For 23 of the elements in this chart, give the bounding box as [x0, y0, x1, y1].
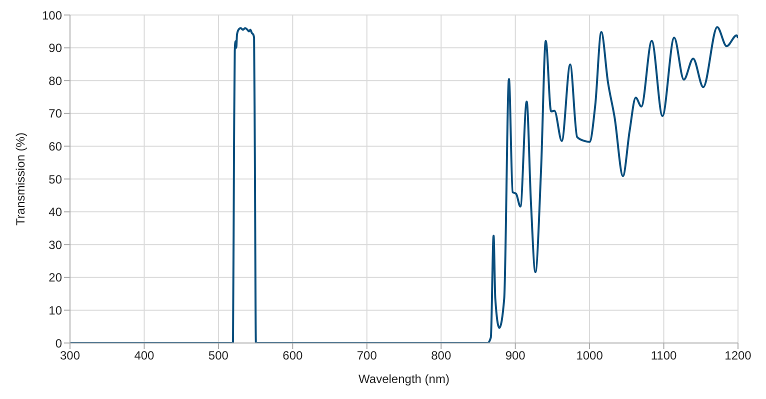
x-tick-label: 400: [134, 348, 155, 363]
x-tick-label: 900: [505, 348, 526, 363]
y-tick-label: 20: [48, 270, 62, 285]
y-tick-label: 10: [48, 303, 62, 318]
y-tick-label: 40: [48, 205, 62, 220]
y-tick-label: 60: [48, 139, 62, 154]
x-tick-label: 800: [431, 348, 452, 363]
x-tick-label: 1100: [650, 348, 677, 363]
x-tick-label: 500: [208, 348, 229, 363]
y-tick-label: 30: [48, 238, 62, 252]
x-tick-label: 1000: [576, 348, 604, 363]
y-tick-label: 50: [48, 172, 62, 186]
x-axis-title: Wavelength (nm): [358, 372, 450, 386]
y-tick-label: 70: [48, 106, 62, 121]
x-tick-label: 700: [356, 348, 378, 363]
x-tick-label: 1200: [724, 348, 752, 363]
y-tick-label: 80: [48, 74, 62, 88]
x-tick-label: 600: [282, 348, 303, 363]
y-tick-label: 100: [42, 8, 62, 22]
y-tick-label: 90: [48, 41, 62, 56]
y-tick-label: 0: [55, 336, 62, 350]
y-axis-title: Transmission (%): [13, 132, 28, 226]
x-tick-label: 300: [60, 348, 80, 363]
